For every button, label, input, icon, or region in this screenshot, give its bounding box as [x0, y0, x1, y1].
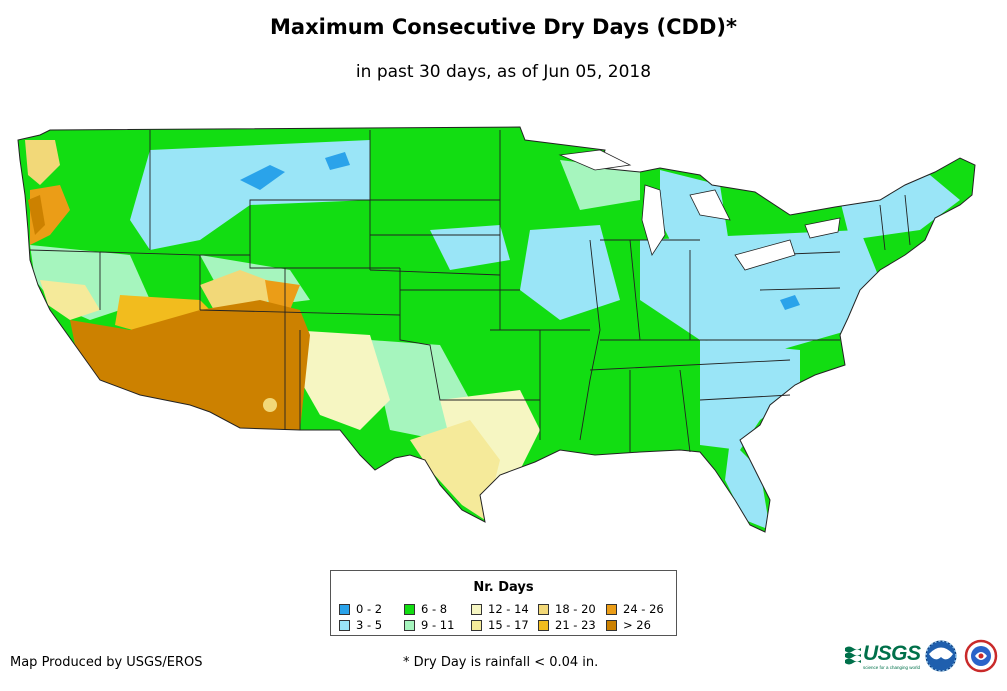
usgs-logo-icon	[845, 646, 861, 665]
legend-label: 9 - 11	[421, 618, 455, 632]
legend-item: 9 - 11	[404, 618, 454, 632]
legend-label: 15 - 17	[488, 618, 529, 632]
legend-swatch	[404, 603, 415, 615]
legend-swatch	[404, 619, 415, 631]
footnote: * Dry Day is rainfall < 0.04 in.	[403, 655, 599, 670]
legend-item: 6 - 8	[404, 602, 447, 616]
legend-swatch	[471, 603, 482, 615]
map-subtitle: in past 30 days, as of Jun 05, 2018	[355, 62, 652, 82]
legend-label: 6 - 8	[421, 602, 448, 616]
legend-swatch	[471, 619, 482, 631]
legend-label: 24 - 26	[623, 602, 664, 616]
legend-swatch	[538, 603, 549, 615]
legend-item: 24 - 26	[606, 602, 664, 616]
agency-logos: USGS science for a changing world	[843, 639, 1003, 679]
legend-label: 12 - 14	[488, 602, 529, 616]
legend-label: 18 - 20	[555, 602, 596, 616]
legend: Nr. Days 0 - 2 3 - 5 6 - 8 9 - 11 12 - 1…	[330, 570, 677, 636]
usgs-wordmark: USGS	[863, 642, 921, 665]
legend-swatch	[606, 603, 617, 615]
map-credit: Map Produced by USGS/EROS	[10, 655, 203, 670]
legend-item: 18 - 20	[538, 602, 596, 616]
noaa-logo-icon	[925, 640, 957, 672]
legend-label: > 26	[623, 618, 651, 632]
legend-swatch	[339, 619, 350, 631]
legend-item: 15 - 17	[471, 618, 529, 632]
conus-map	[0, 110, 1007, 550]
legend-item: 12 - 14	[471, 602, 529, 616]
great-lakes	[558, 149, 841, 271]
legend-swatch	[339, 603, 350, 615]
legend-label: 21 - 23	[555, 618, 596, 632]
legend-label: 3 - 5	[356, 618, 383, 632]
legend-swatch	[606, 619, 617, 631]
state-boundaries	[29, 130, 911, 453]
legend-item: 21 - 23	[538, 618, 596, 632]
legend-item: 3 - 5	[339, 618, 382, 632]
legend-label: 0 - 2	[356, 602, 383, 616]
legend-item: > 26	[606, 618, 651, 632]
map-title: Maximum Consecutive Dry Days (CDD)*	[270, 15, 737, 39]
legend-item: 0 - 2	[339, 602, 382, 616]
legend-title: Nr. Days	[473, 580, 534, 595]
nws-logo-icon	[964, 639, 998, 673]
usgs-tagline: science for a changing world	[863, 665, 921, 670]
legend-swatch	[538, 619, 549, 631]
